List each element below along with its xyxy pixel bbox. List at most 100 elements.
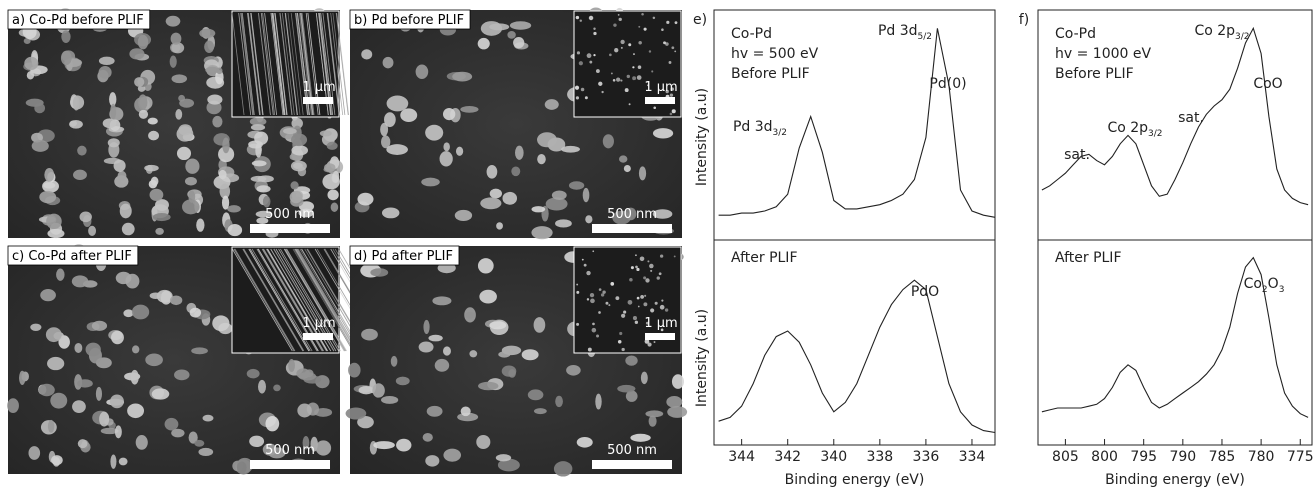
sem-particle [28, 446, 41, 460]
sem-particle [98, 66, 112, 79]
sem-particle [221, 195, 230, 210]
sem-particle [386, 95, 409, 112]
inset-texture [616, 77, 621, 82]
sem-particle [302, 435, 310, 450]
panel-label: a) Co-Pd before PLIF [12, 13, 144, 28]
sem-particle [348, 362, 361, 378]
sem-particle [585, 215, 593, 224]
sem-particle [395, 376, 410, 386]
inset-texture [630, 266, 634, 270]
label-part: Pd 3d [878, 23, 918, 39]
label-part: CoO [1253, 76, 1282, 92]
sem-particle [319, 130, 332, 137]
x-tick-label: 795 [1130, 449, 1157, 465]
sem-particle [178, 124, 193, 136]
sem-particle [426, 405, 443, 417]
inset-texture [651, 70, 654, 73]
sem-particle [551, 190, 567, 200]
inset-texture [632, 316, 637, 321]
sem-particle [137, 85, 146, 92]
sem-particle [326, 141, 338, 150]
inset-texture [586, 270, 591, 276]
inset-texture [601, 90, 604, 94]
inset-texture [668, 61, 672, 64]
inset-texture [640, 295, 645, 299]
sem-particle [432, 296, 452, 306]
sem-particle [625, 390, 638, 402]
sem-particle [283, 127, 297, 135]
inset-texture [593, 31, 597, 36]
sem-particle [361, 49, 373, 60]
sem-particle [380, 395, 399, 404]
sem-particle [251, 160, 267, 167]
sem-particle [227, 205, 241, 213]
sem-particle [630, 433, 651, 442]
inset-texture [637, 305, 640, 308]
inset-texture [619, 331, 623, 336]
inset-texture [584, 96, 588, 100]
inset-texture [638, 25, 641, 28]
sem-particle [502, 191, 518, 205]
sem-particle [361, 328, 378, 341]
sem-particle [60, 50, 72, 66]
label-part: Co 2p [1107, 120, 1148, 136]
sem-particle [127, 403, 145, 419]
sem-particle [212, 315, 230, 332]
sem-particle [79, 211, 92, 223]
sem-particle [437, 262, 456, 274]
peak-label: sat. [1064, 147, 1090, 163]
scale-bar [592, 224, 672, 233]
sem-particle [152, 213, 171, 222]
sem-particle [194, 439, 205, 447]
inset-texture [234, 248, 296, 352]
header-line: hv = 500 eV [731, 46, 819, 62]
sem-particle [555, 219, 572, 228]
inset-texture [637, 65, 642, 69]
sem-particle [648, 415, 657, 427]
inset-texture [592, 250, 595, 253]
inset-texture [617, 14, 620, 16]
sem-particle [454, 209, 473, 222]
sem-particle [40, 289, 56, 302]
sem-particle [381, 207, 400, 219]
sem-particle [134, 77, 145, 87]
sem-particle [132, 345, 140, 354]
sem-particle [330, 202, 339, 212]
peak-label: CoO [1253, 76, 1282, 92]
inset-texture [593, 54, 596, 57]
scale-label: 500 nm [607, 207, 657, 222]
sem-particle [145, 353, 163, 367]
peak-label: Pd 3d3/2 [733, 119, 787, 138]
inset-texture [595, 69, 600, 73]
inset-texture [600, 293, 605, 297]
sem-particle [69, 119, 83, 129]
inset-texture [251, 248, 313, 352]
inset-texture [602, 290, 606, 294]
sem-particle [304, 369, 314, 378]
sem-particle [31, 140, 49, 152]
inset-texture [643, 276, 647, 280]
sem-particle [72, 96, 80, 111]
inset-texture [621, 313, 626, 318]
sem-particle [74, 342, 83, 354]
sem-particle [576, 436, 593, 448]
sem-particle [370, 268, 389, 277]
sem-particle [290, 160, 307, 172]
inset-texture [638, 40, 642, 45]
sem-particle [508, 369, 516, 378]
inset-texture [652, 16, 656, 20]
sem-particle [652, 128, 674, 139]
inset-texture [650, 308, 655, 313]
peak-label: Co2O3 [1244, 276, 1285, 295]
sem-particle [227, 224, 243, 237]
inset-texture [660, 328, 664, 332]
inset-texture [633, 53, 635, 56]
sem-particle [496, 222, 503, 230]
inset-texture [294, 248, 356, 352]
inset-texture [271, 12, 285, 116]
sem-particle [495, 454, 512, 462]
sem-particle [71, 275, 89, 288]
inset-texture [665, 42, 669, 46]
inset-texture [299, 248, 361, 352]
inset-texture [659, 304, 665, 310]
